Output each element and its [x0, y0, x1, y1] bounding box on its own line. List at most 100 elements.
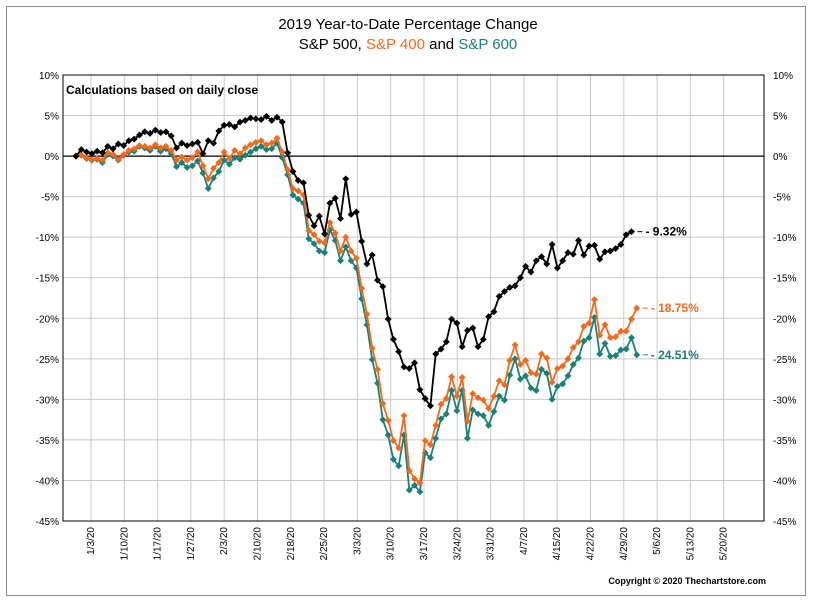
- data-point-sp600: [437, 415, 445, 423]
- data-point-sp500: [553, 264, 561, 272]
- x-tick-label: 1/17/20: [153, 527, 164, 561]
- data-point-sp500: [622, 231, 630, 239]
- data-point-sp600: [432, 434, 440, 442]
- x-tick-label: 5/6/20: [652, 527, 663, 555]
- data-point-sp500: [167, 132, 175, 140]
- data-point-sp400: [522, 356, 530, 364]
- y-tick-label-left: -10%: [36, 233, 59, 244]
- data-point-sp600: [537, 365, 546, 373]
- data-point-sp600: [310, 240, 318, 248]
- data-point-sp400: [511, 341, 519, 349]
- data-point-sp500: [469, 324, 477, 332]
- data-point-sp500: [352, 208, 360, 216]
- data-point-sp600: [490, 407, 498, 416]
- data-point-sp500: [299, 179, 308, 187]
- data-point-sp400: [601, 321, 609, 329]
- data-point-sp500: [400, 363, 408, 371]
- data-point-sp500: [331, 194, 339, 202]
- y-tick-label-left: 5%: [45, 112, 60, 123]
- data-point-sp600: [257, 142, 265, 150]
- data-point-sp500: [453, 319, 461, 327]
- data-point-sp500: [310, 222, 318, 230]
- data-point-sp600: [336, 257, 345, 265]
- data-point-sp600: [289, 191, 297, 199]
- data-point-sp400: [479, 396, 487, 404]
- data-point-sp600: [389, 455, 397, 463]
- data-point-sp400: [352, 254, 360, 262]
- data-point-sp400: [157, 144, 165, 152]
- data-point-sp400: [368, 344, 376, 352]
- data-point-sp500: [252, 115, 260, 123]
- data-point-sp500: [590, 241, 598, 249]
- data-point-sp400: [109, 150, 117, 159]
- data-point-sp500: [358, 237, 366, 245]
- data-point-sp500: [183, 141, 191, 150]
- data-point-sp400: [167, 146, 175, 154]
- data-point-sp500: [146, 129, 154, 137]
- data-point-sp400: [336, 247, 345, 255]
- data-point-sp500: [93, 147, 101, 155]
- data-point-sp600: [569, 360, 577, 369]
- subtitle-and: and: [429, 36, 455, 53]
- data-point-sp400: [146, 144, 154, 152]
- data-point-sp500: [479, 335, 487, 343]
- data-point-sp600: [426, 454, 434, 462]
- data-point-sp400: [358, 284, 366, 292]
- data-point-sp400: [373, 365, 382, 373]
- data-point-sp500: [120, 141, 128, 150]
- data-point-sp600: [209, 174, 218, 182]
- data-point-sp400: [104, 149, 112, 157]
- data-point-sp400: [215, 159, 223, 167]
- data-point-sp500: [527, 268, 535, 276]
- data-point-sp500: [537, 253, 546, 261]
- x-tick-label: 2/25/20: [319, 527, 330, 561]
- data-point-sp500: [326, 199, 334, 207]
- data-point-sp500: [162, 128, 170, 136]
- data-point-sp500: [109, 145, 117, 153]
- data-point-sp600: [516, 375, 524, 383]
- data-point-sp400: [617, 327, 625, 335]
- data-point-sp500: [273, 113, 281, 121]
- y-tick-label-right: -25%: [773, 355, 796, 366]
- data-point-sp500: [411, 359, 419, 367]
- y-tick-label-right: -10%: [773, 233, 796, 244]
- data-point-sp500: [104, 142, 112, 150]
- end-label-sp500: - 9.32%: [645, 225, 687, 239]
- data-point-sp400: [77, 151, 85, 159]
- y-tick-label-left: -35%: [36, 436, 59, 447]
- x-tick-label: 4/22/20: [586, 527, 597, 561]
- data-point-sp400: [405, 467, 413, 475]
- y-tick-label-right: -40%: [773, 476, 796, 487]
- data-point-sp400: [580, 322, 588, 330]
- data-point-sp400: [537, 350, 546, 358]
- data-point-sp400: [389, 437, 397, 445]
- data-point-sp600: [500, 396, 509, 404]
- data-point-sp400: [606, 334, 614, 342]
- x-tick-label: 5/13/20: [685, 527, 696, 561]
- data-point-sp500: [580, 251, 588, 259]
- data-point-sp500: [315, 212, 323, 220]
- data-point-sp500: [463, 326, 472, 334]
- data-point-sp600: [204, 184, 212, 193]
- data-point-sp600: [553, 382, 561, 390]
- chart-title: 2019 Year-to-Date Percentage Change: [278, 16, 538, 33]
- y-tick-label-left: 10%: [39, 71, 59, 82]
- data-point-sp500: [448, 315, 456, 323]
- data-point-sp600: [532, 386, 540, 394]
- data-point-sp500: [490, 308, 498, 316]
- data-point-sp400: [135, 141, 144, 150]
- data-point-sp400: [426, 441, 434, 449]
- y-tick-label-right: 10%: [773, 71, 793, 82]
- data-point-sp500: [437, 345, 445, 353]
- y-tick-label-right: 0%: [773, 152, 788, 163]
- data-point-sp500: [188, 140, 196, 148]
- data-point-sp500: [559, 257, 567, 265]
- data-point-sp400: [527, 369, 535, 377]
- data-point-sp500: [141, 128, 149, 136]
- series-line-sp500: [75, 115, 632, 409]
- data-point-sp400: [273, 134, 281, 142]
- data-point-sp400: [268, 139, 276, 147]
- y-tick-label-right: -45%: [773, 517, 796, 528]
